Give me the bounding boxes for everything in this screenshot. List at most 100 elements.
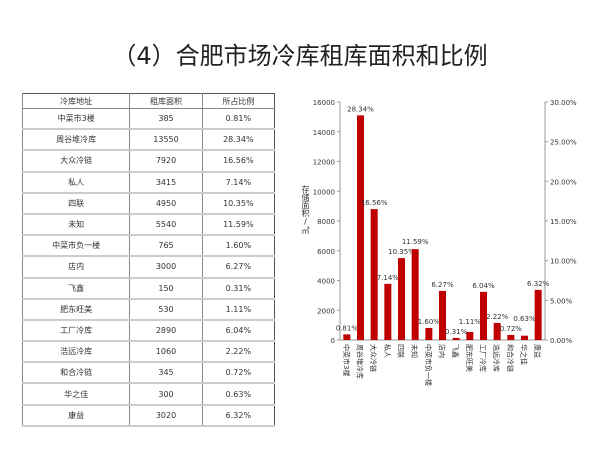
x-tick-label: 大众冷链 — [369, 344, 378, 372]
table-cell: 16.56% — [201, 150, 275, 173]
table-row: 康益 3020 6.32% — [21, 404, 275, 427]
table-row: 四联 4950 10.35% — [21, 192, 275, 215]
table-cell: 四联 — [21, 192, 130, 215]
bar — [439, 290, 446, 340]
y2-tick-label: 15.00% — [550, 218, 577, 226]
table-row: 大众冷链 7920 16.56% — [21, 150, 275, 173]
table-cell: 10.35% — [201, 192, 275, 215]
y-tick-label: 14000 — [313, 129, 335, 137]
table-cell: 150 — [129, 277, 203, 300]
y2-tick-label: 25.00% — [550, 139, 577, 147]
data-label: 0.72% — [500, 325, 523, 333]
table-cell: 530 — [129, 298, 203, 321]
y2-tick-label: 10.00% — [550, 258, 577, 266]
table-cell: 11.59% — [201, 213, 275, 237]
data-label: 10.35% — [388, 248, 415, 256]
y2-tick-label: 20.00% — [550, 178, 577, 186]
table-cell: 13550 — [129, 129, 203, 152]
bar — [398, 258, 405, 340]
y-tick-label: 6000 — [317, 248, 335, 256]
x-tick-label: 肥东旺美 — [465, 344, 474, 372]
data-label: 2.22% — [486, 313, 509, 321]
table-cell: 3415 — [129, 171, 203, 194]
bar — [425, 327, 433, 340]
table-cell: 345 — [129, 362, 203, 385]
x-tick-label: 中菜市负一楼 — [424, 344, 433, 386]
table-cell: 3000 — [129, 256, 203, 279]
table-cell: 工厂冷库 — [21, 319, 130, 343]
data-label: 0.63% — [513, 315, 536, 323]
table-cell: 6.32% — [201, 404, 275, 427]
table-row: 中菜市负一楼 765 1.60% — [21, 235, 275, 258]
data-label: 11.59% — [402, 238, 429, 246]
table-row: 周谷堆冷库 13550 28.34% — [21, 129, 275, 152]
table-cell: 7920 — [129, 150, 203, 173]
column-header: 所占比例 — [201, 93, 275, 109]
data-label: 16.56% — [361, 199, 388, 207]
table-cell: 肥东旺美 — [21, 298, 130, 321]
table-cell: 浩远冷库 — [21, 341, 130, 364]
table-cell: 店内 — [21, 256, 130, 279]
table-cell: 385 — [129, 108, 203, 131]
x-tick-label: 飞鑫 — [451, 344, 460, 358]
x-tick-label: 未知 — [410, 344, 419, 358]
y-tick-label: 4000 — [317, 278, 335, 286]
table-cell: 7.14% — [201, 171, 275, 194]
data-label: 0.31% — [445, 328, 468, 336]
bar-chart: 0 2000 4000 6000 8000 10000 12000 14000 16000 0.0… — [313, 99, 577, 386]
table-cell: 0.72% — [201, 362, 275, 385]
table-cell: 5540 — [129, 213, 203, 237]
table-cell: 4950 — [129, 192, 203, 215]
data-table: 冷库地址 租库面积 所占比例 中菜市3楼 385 0.81% 周谷堆冷库 13550 28.34… — [21, 93, 275, 427]
y-tick-label: 16000 — [313, 99, 335, 107]
table-cell: 6.04% — [201, 319, 275, 343]
table-cell: 周谷堆冷库 — [21, 129, 130, 152]
table-cell: 和合冷链 — [21, 362, 130, 385]
table-cell: 1.11% — [201, 298, 275, 321]
table-cell: 1.60% — [201, 235, 275, 258]
data-label: 1.11% — [459, 318, 482, 326]
table-cell: 2890 — [129, 319, 203, 343]
table-cell: 中菜市负一楼 — [21, 235, 130, 258]
table-cell: 2.22% — [201, 341, 275, 364]
table-cell: 6.27% — [201, 256, 275, 279]
bar — [357, 115, 364, 340]
table-row: 店内 3000 6.27% — [21, 256, 275, 279]
bar — [343, 334, 351, 340]
x-tick-label: 四联 — [397, 344, 406, 358]
bar — [466, 331, 474, 340]
x-tick-label: 和合冷链 — [506, 344, 515, 372]
data-label: 6.04% — [472, 282, 495, 290]
slide-title: （4）合肥市场冷库租库面积和比例 — [112, 42, 488, 70]
bar — [452, 337, 460, 340]
table-cell: 300 — [129, 383, 203, 406]
y-tick-label: 0 — [331, 337, 335, 345]
table-row: 工厂冷库 2890 6.04% — [21, 319, 275, 343]
bar — [370, 209, 378, 340]
bar — [521, 335, 528, 340]
table-cell: 3020 — [129, 404, 203, 427]
x-tick-label: 私人 — [383, 344, 392, 358]
y-tick-label: 2000 — [317, 307, 335, 315]
table-cell: 28.34% — [201, 129, 275, 152]
y-tick-label: 8000 — [317, 218, 335, 226]
column-header: 冷库地址 — [21, 93, 130, 109]
table-cell: 飞鑫 — [21, 277, 130, 300]
data-label: 1.60% — [418, 318, 441, 326]
table-cell: 0.81% — [201, 108, 275, 131]
data-label: 0.81% — [336, 324, 359, 332]
bar — [493, 322, 501, 340]
y-axis-label: 存储面积/㎡ — [301, 185, 310, 234]
table-row: 和合冷链 345 0.72% — [21, 362, 275, 385]
y-tick-label: 10000 — [313, 188, 335, 196]
x-tick-label: 康益 — [533, 344, 542, 358]
table-row: 私人 3415 7.14% — [21, 171, 275, 194]
table-cell: 765 — [129, 235, 203, 258]
table-cell: 私人 — [21, 171, 130, 194]
column-header: 租库面积 — [129, 93, 203, 109]
x-tick-label: 华之佳 — [520, 344, 529, 365]
table-row: 肥东旺美 530 1.11% — [21, 298, 275, 321]
bar — [507, 334, 515, 340]
table-row: 中菜市3楼 385 0.81% — [21, 108, 275, 131]
table-row: 飞鑫 150 0.31% — [21, 277, 275, 300]
